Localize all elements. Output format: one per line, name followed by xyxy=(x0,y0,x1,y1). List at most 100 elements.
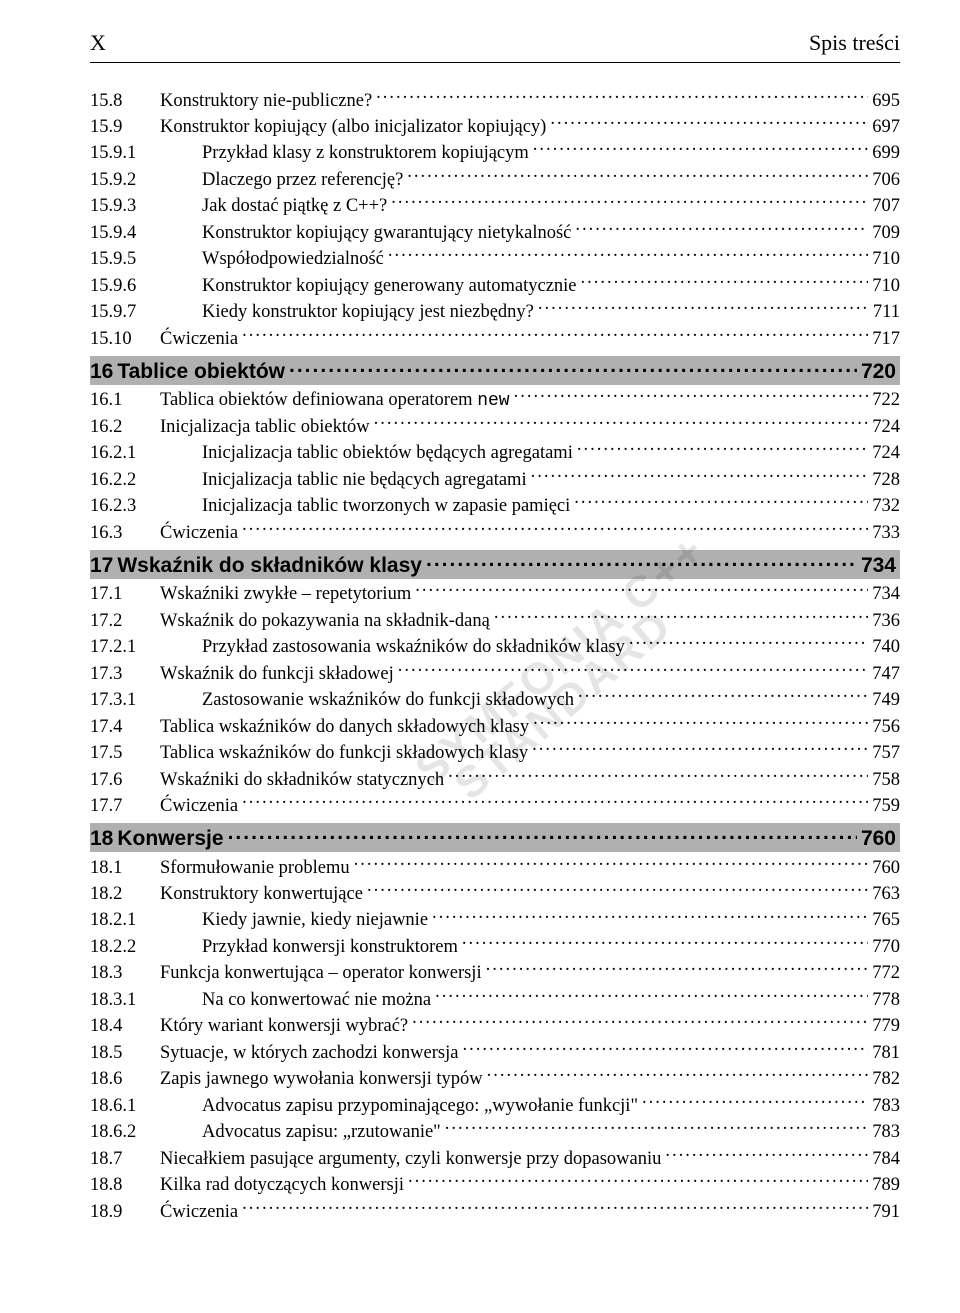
entry-page: 711 xyxy=(873,300,900,325)
entry-text-wrap: Kiedy konstruktor kopiujący jest niezbęd… xyxy=(174,299,873,325)
entry-number: 15.9.4 xyxy=(90,221,174,246)
chapter-heading: 16Tablice obiektów720 xyxy=(90,356,900,385)
entry-number: 15.9.6 xyxy=(90,274,174,299)
entry-text: Zastosowanie wskaźników do funkcji skład… xyxy=(202,688,574,713)
toc-subentry: 16.2.2Inicjalizacja tablic nie będących … xyxy=(90,466,900,492)
entry-text: Wskaźniki do składników statycznych xyxy=(160,768,444,793)
entry-number: 15.9.3 xyxy=(90,194,174,219)
entry-text-wrap: Sytuacje, w których zachodzi konwersja xyxy=(160,1039,872,1065)
entry-text-wrap: Sformułowanie problemu xyxy=(160,854,872,880)
entry-text-wrap: Współodpowiedzialność xyxy=(174,246,872,272)
header-title: Spis treści xyxy=(809,30,900,56)
entry-number: 17.4 xyxy=(90,715,160,740)
entry-page: 736 xyxy=(872,609,900,634)
entry-page: 710 xyxy=(872,274,900,299)
entry-text-wrap: Konstruktor kopiujący (albo inicjalizato… xyxy=(160,113,872,139)
entry-page: 699 xyxy=(872,141,900,166)
dot-leader xyxy=(445,1119,869,1138)
entry-text-wrap: Który wariant konwersji wybrać? xyxy=(160,1013,872,1039)
entry-number: 17.2 xyxy=(90,609,160,634)
entry-text-wrap: Jak dostać piątkę z C++? xyxy=(174,193,872,219)
toc-subentry: 15.9.1Przykład klasy z konstruktorem kop… xyxy=(90,140,900,166)
toc-entry: 16.2Inicjalizacja tablic obiektów724 xyxy=(90,413,900,439)
entry-page: 789 xyxy=(872,1173,900,1198)
entry-number: 18.6.2 xyxy=(90,1120,174,1145)
entry-number: 17.7 xyxy=(90,794,160,819)
entry-page: 772 xyxy=(872,961,900,986)
entry-page: 749 xyxy=(872,688,900,713)
chapter-heading: 18Konwersje760 xyxy=(90,823,900,852)
entry-number: 15.10 xyxy=(90,327,160,352)
dot-leader xyxy=(426,551,857,572)
toc-entry: 17.6Wskaźniki do składników statycznych7… xyxy=(90,766,900,792)
entry-text: Sformułowanie problemu xyxy=(160,856,350,881)
entry-number: 18.4 xyxy=(90,1014,160,1039)
entry-text-wrap: Ćwiczenia xyxy=(160,1198,872,1224)
toc-entry: 17.4Tablica wskaźników do danych składow… xyxy=(90,713,900,739)
page-marker: X xyxy=(90,30,106,56)
entry-page: 707 xyxy=(872,194,900,219)
entry-page: 724 xyxy=(872,415,900,440)
entry-text: Inicjalizacja tablic tworzonych w zapasi… xyxy=(202,494,570,519)
dot-leader xyxy=(242,1198,868,1217)
entry-number: 18.3.1 xyxy=(90,988,174,1013)
entry-text-wrap: Przykład zastosowania wskaźników do skła… xyxy=(174,634,872,660)
toc-entry: 16.1Tablica obiektów definiowana operato… xyxy=(90,387,900,414)
entry-text-wrap: Niecałkiem pasujące argumenty, czyli kon… xyxy=(160,1145,872,1171)
entry-text-wrap: Inicjalizacja tablic nie będących agrega… xyxy=(174,466,872,492)
entry-text: Kilka rad dotyczących konwersji xyxy=(160,1173,404,1198)
entry-page: 757 xyxy=(872,741,900,766)
entry-text: Jak dostać piątkę z C++? xyxy=(202,194,387,219)
entry-text: Konstruktory konwertujące xyxy=(160,882,363,907)
toc-entry: 15.8Konstruktory nie-publiczne?695 xyxy=(90,87,900,113)
dot-leader xyxy=(487,1066,869,1085)
entry-number: 17.2.1 xyxy=(90,635,174,660)
dot-leader xyxy=(494,607,868,626)
entry-number: 16.3 xyxy=(90,521,160,546)
entry-text: Tablica obiektów definiowana operatorem … xyxy=(160,388,510,413)
entry-text: Advocatus zapisu: „rzutowanie" xyxy=(202,1120,441,1145)
toc-subentry: 15.9.6 Konstruktor kopiujący generowany a… xyxy=(90,272,900,298)
toc-entry: 18.7Niecałkiem pasujące argumenty, czyli… xyxy=(90,1145,900,1171)
entry-number: 18.1 xyxy=(90,856,160,881)
entry-number: 18.8 xyxy=(90,1173,160,1198)
dot-leader xyxy=(242,519,868,538)
entry-number: 17.1 xyxy=(90,582,160,607)
toc-entry: 17.5Tablica wskaźników do funkcji składo… xyxy=(90,740,900,766)
toc-entry: 15.10Ćwiczenia717 xyxy=(90,325,900,351)
toc-entry: 18.8Kilka rad dotyczących konwersji 789 xyxy=(90,1172,900,1198)
toc-entry: 17.1Wskaźniki zwykłe – repetytorium734 xyxy=(90,581,900,607)
entry-page: 765 xyxy=(872,908,900,933)
chapter-heading: 17Wskaźnik do składników klasy734 xyxy=(90,550,900,579)
entry-text-wrap: Przykład konwersji konstruktorem xyxy=(174,933,872,959)
dot-leader xyxy=(531,466,869,485)
toc-entry: 18.3Funkcja konwertująca – operator konw… xyxy=(90,960,900,986)
dot-leader xyxy=(398,660,868,679)
entry-number: 16.2 xyxy=(90,415,160,440)
dot-leader xyxy=(577,440,868,459)
dot-leader xyxy=(665,1145,868,1164)
dot-leader xyxy=(642,1092,868,1111)
entry-text: Który wariant konwersji wybrać? xyxy=(160,1014,408,1039)
dot-leader xyxy=(514,387,869,406)
entry-text-wrap: Wskaźnik do pokazywania na składnik-daną xyxy=(160,607,872,633)
entry-number: 18.5 xyxy=(90,1041,160,1066)
dot-leader xyxy=(376,87,868,106)
toc-entry: 18.5Sytuacje, w których zachodzi konwers… xyxy=(90,1039,900,1065)
entry-text-wrap: Ćwiczenia xyxy=(160,793,872,819)
entry-text: Tablica wskaźników do funkcji składowych… xyxy=(160,741,528,766)
entry-text: Konstruktor kopiujący generowany automat… xyxy=(202,274,577,299)
entry-text-wrap: Inicjalizacja tablic tworzonych w zapasi… xyxy=(174,493,872,519)
entry-text: Funkcja konwertująca – operator konwersj… xyxy=(160,961,482,986)
entry-text-wrap: Ćwiczenia xyxy=(160,519,872,545)
entry-text-wrap: Tablica obiektów definiowana operatorem … xyxy=(160,387,872,414)
entry-page: 734 xyxy=(872,582,900,607)
entry-page: 763 xyxy=(872,882,900,907)
entry-text: Przykład zastosowania wskaźników do skła… xyxy=(202,635,625,660)
entry-number: 18.2.2 xyxy=(90,935,174,960)
entry-text: Na co konwertować nie można xyxy=(202,988,431,1013)
toc-entry: 17.2Wskaźnik do pokazywania na składnik-… xyxy=(90,607,900,633)
toc-subentry: 15.9.2Dlaczego przez referencję?706 xyxy=(90,166,900,192)
entry-text: Zapis jawnego wywołania konwersji typów xyxy=(160,1067,483,1092)
entry-page: 759 xyxy=(872,794,900,819)
